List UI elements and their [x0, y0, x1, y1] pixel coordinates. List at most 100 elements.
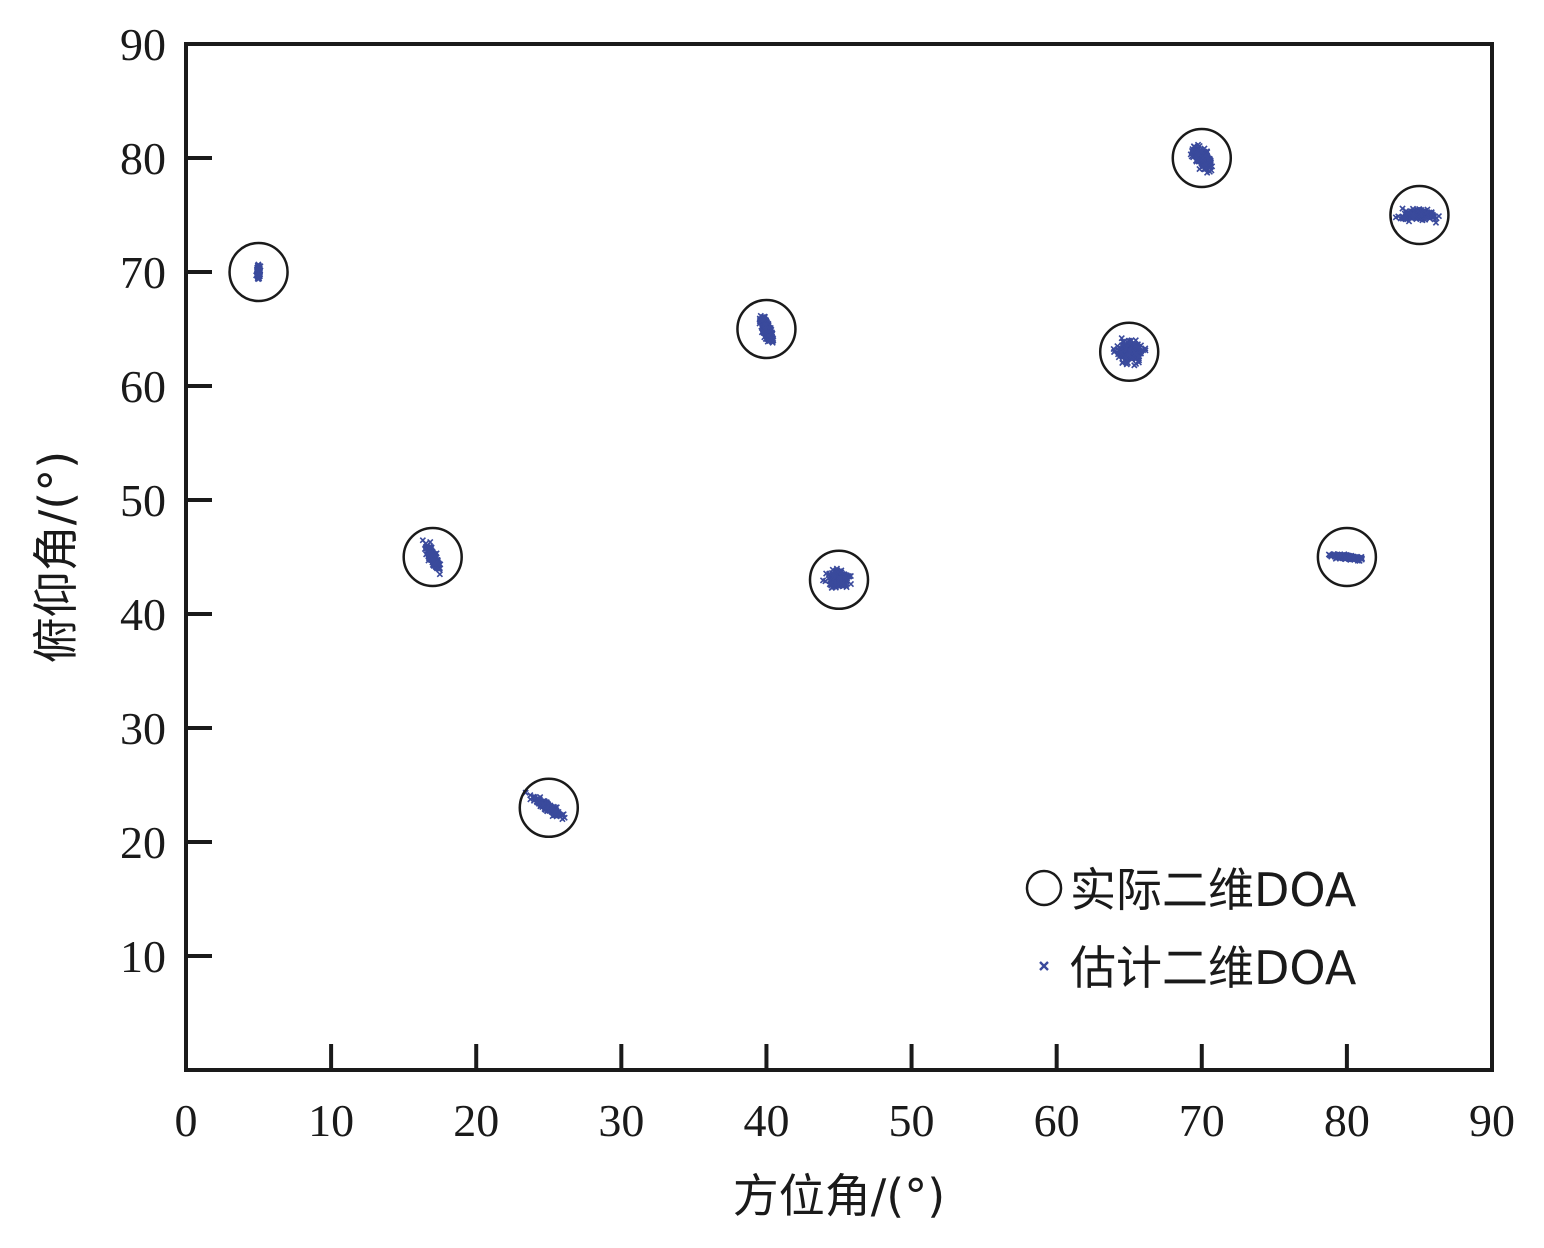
- actual-doa-markers: [228, 127, 1450, 839]
- estimated-point: [762, 325, 769, 332]
- estimated-point: [836, 575, 843, 582]
- actual-doa-point: [1098, 321, 1160, 383]
- x-tick-label: 70: [1179, 1095, 1225, 1146]
- estimated-point: [1123, 338, 1131, 346]
- actual-doa-point: [1316, 526, 1378, 588]
- estimated-point: [1131, 342, 1139, 350]
- estimated-doa-cluster: [819, 565, 855, 591]
- estimated-point: [1402, 216, 1409, 223]
- estimated-point: [1397, 215, 1404, 222]
- estimated-doa-cluster: [1325, 550, 1366, 564]
- legend-estimated-label: 估计二维DOA: [1070, 941, 1357, 995]
- estimated-point: [766, 337, 773, 345]
- x-tick-label: 90: [1469, 1095, 1515, 1146]
- estimated-point: [1355, 555, 1362, 563]
- actual-doa-point: [808, 549, 870, 611]
- estimated-doa-cluster: [1187, 141, 1216, 176]
- estimated-point: [1135, 353, 1143, 360]
- estimated-doa-cluster: [253, 261, 264, 283]
- estimated-doa-clusters: [253, 141, 1443, 823]
- legend-actual-label: 实际二维DOA: [1070, 863, 1357, 917]
- x-axis-ticks: 0 10 20 30 40 50 60 70 80 90: [175, 1044, 1515, 1146]
- estimated-doa-cluster: [1392, 205, 1443, 226]
- estimated-point: [254, 266, 261, 274]
- estimated-point: [819, 577, 827, 584]
- y-tick-label: 90: [120, 19, 166, 70]
- y-axis-ticks: 10 20 30 40 50 60 70 80 90: [120, 19, 212, 982]
- estimated-point: [436, 571, 444, 578]
- estimated-doa-cluster: [1110, 335, 1149, 369]
- estimated-point: [1337, 551, 1344, 559]
- y-tick-label: 40: [120, 589, 166, 640]
- y-tick-label: 30: [120, 703, 166, 754]
- x-tick-label: 60: [1034, 1095, 1080, 1146]
- estimated-point: [1193, 154, 1201, 161]
- estimated-point: [1345, 554, 1352, 561]
- estimated-point: [827, 580, 835, 587]
- estimated-point: [256, 271, 264, 278]
- x-tick-label: 20: [453, 1095, 499, 1146]
- actual-doa-point: [518, 777, 580, 839]
- plot-frame: [184, 42, 1494, 1072]
- estimated-point: [435, 566, 443, 573]
- legend: 实际二维DOA 估计二维DOA: [1025, 863, 1357, 995]
- estimated-point: [1335, 551, 1342, 559]
- x-axis-title: 方位角/(°): [733, 1169, 945, 1223]
- x-tick-label: 50: [889, 1095, 935, 1146]
- y-tick-label: 80: [120, 133, 166, 184]
- estimated-doa-cluster: [419, 537, 444, 578]
- estimated-point: [1132, 337, 1139, 344]
- estimated-point: [830, 570, 837, 577]
- legend-x-glyph: [1039, 961, 1049, 971]
- estimated-point: [765, 332, 772, 339]
- estimated-point: [552, 807, 559, 814]
- estimated-point: [839, 579, 846, 587]
- x-tick-label: 80: [1324, 1095, 1370, 1146]
- estimated-point: [255, 266, 263, 273]
- actual-doa-point: [402, 526, 463, 588]
- actual-doa-point: [228, 241, 289, 303]
- estimated-point: [1131, 351, 1139, 358]
- estimated-point: [539, 801, 547, 809]
- estimated-point: [1117, 349, 1124, 356]
- y-tick-label: 70: [120, 247, 166, 298]
- estimated-point: [760, 316, 767, 323]
- y-tick-label: 60: [120, 361, 166, 412]
- x-tick-label: 40: [743, 1095, 789, 1146]
- actual-doa-point: [736, 298, 797, 360]
- estimated-point: [527, 792, 534, 799]
- estimated-point: [431, 560, 438, 568]
- x-tick-label: 0: [175, 1095, 198, 1146]
- y-tick-label: 10: [120, 931, 166, 982]
- estimated-point: [1205, 157, 1212, 164]
- estimated-point: [834, 568, 842, 576]
- estimated-point: [1414, 207, 1422, 215]
- estimated-point: [841, 574, 848, 582]
- estimated-point: [1123, 361, 1130, 368]
- y-axis-title: 俯仰角/(°): [29, 451, 83, 663]
- estimated-point: [1421, 216, 1429, 223]
- estimated-doa-cluster: [522, 789, 568, 823]
- estimated-point: [1404, 210, 1411, 217]
- estimated-point: [1206, 168, 1213, 175]
- x-tick-label: 10: [308, 1095, 354, 1146]
- estimated-point: [1198, 148, 1205, 155]
- estimated-point: [1429, 211, 1436, 219]
- y-tick-label: 20: [120, 817, 166, 868]
- estimated-point: [425, 549, 433, 556]
- estimated-point: [1110, 348, 1118, 356]
- estimated-doa-cluster: [756, 312, 777, 346]
- estimated-point: [1194, 141, 1202, 148]
- legend-actual-marker: [1025, 869, 1063, 907]
- actual-doa-point: [1171, 127, 1233, 189]
- estimated-point: [1199, 158, 1207, 165]
- estimated-point: [427, 538, 434, 546]
- estimated-point: [1122, 347, 1130, 354]
- actual-doa-point: [1389, 184, 1450, 246]
- estimated-point: [1402, 214, 1409, 221]
- estimated-point: [1131, 362, 1138, 369]
- x-tick-label: 30: [598, 1095, 644, 1146]
- estimated-point: [536, 800, 543, 807]
- estimated-point: [1125, 352, 1132, 359]
